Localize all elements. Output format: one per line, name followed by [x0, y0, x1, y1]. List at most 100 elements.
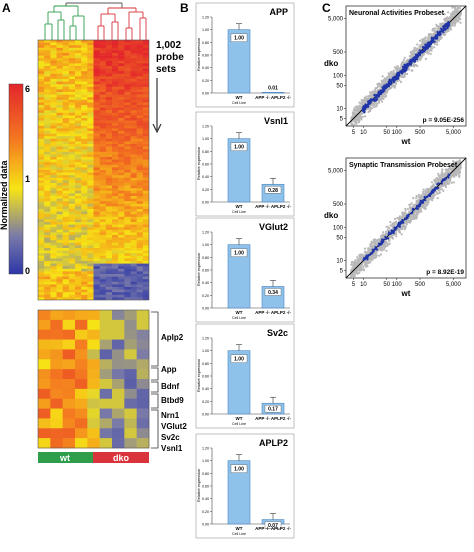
heatmap-cell — [142, 287, 149, 290]
heatmap-cell — [68, 294, 76, 298]
heatmap-cell — [62, 245, 70, 249]
heatmap-cell — [112, 58, 119, 62]
heatmap-cell — [142, 138, 149, 142]
bar-chart-title: Sv2c — [267, 328, 288, 338]
heatmap-cell — [75, 271, 82, 275]
heatmap-cell — [99, 63, 107, 67]
heatmap-cell — [124, 222, 131, 225]
heatmap-cell — [50, 149, 57, 153]
heatmap-cell — [99, 131, 107, 134]
heatmap-cell — [105, 63, 113, 67]
heatmap-cell — [112, 379, 125, 390]
y-tick-label: 0.60 — [202, 163, 209, 167]
y-tick-label: 0.40 — [202, 281, 209, 285]
scatter-point — [362, 99, 365, 102]
heatmap-cell — [93, 115, 100, 119]
heatmap-cell — [50, 211, 57, 215]
heatmap-cell — [99, 183, 107, 186]
heatmap-cell — [50, 84, 57, 88]
heatmap-cell — [118, 274, 125, 277]
heatmap-cell — [75, 258, 82, 262]
heatmap-cell — [105, 248, 113, 251]
heatmap-cell — [130, 279, 137, 283]
heatmap-cell — [93, 167, 100, 171]
heatmap-cell — [130, 63, 137, 67]
heatmap-cell — [87, 289, 94, 293]
heatmap-cell — [142, 276, 149, 280]
heatmap-cell — [87, 76, 94, 80]
heatmap-cell — [87, 287, 94, 290]
heatmap-cell — [62, 97, 70, 101]
heatmap-cell — [68, 177, 76, 181]
heatmap-cell — [93, 94, 100, 98]
heatmap-cell — [62, 102, 70, 106]
heatmap-cell — [44, 146, 51, 150]
heatmap-cell — [105, 219, 113, 223]
heatmap-cell — [50, 294, 57, 298]
heatmap-cell — [142, 222, 149, 225]
heatmap-cell — [75, 105, 82, 108]
scatter-highlight-point — [421, 46, 425, 49]
heatmap-cell — [38, 81, 45, 85]
colorbar — [8, 83, 24, 275]
heatmap-cell — [136, 206, 144, 210]
gene-bracket — [151, 311, 159, 367]
heatmap-cell — [38, 123, 45, 127]
heatmap-cell — [99, 248, 107, 251]
heatmap-cell — [38, 99, 45, 103]
heatmap-cell — [142, 177, 149, 181]
heatmap-cell — [112, 149, 119, 153]
heatmap-cell — [124, 73, 131, 77]
heatmap-cell — [44, 258, 51, 262]
heatmap-cell — [38, 47, 45, 51]
scatter-point — [361, 115, 364, 118]
heatmap-cell — [112, 193, 119, 197]
heatmap-cell — [62, 94, 70, 98]
heatmap-cell — [124, 229, 131, 233]
heatmap-cell — [93, 268, 100, 272]
heatmap-cell — [50, 63, 57, 67]
heatmap-cell — [68, 151, 76, 155]
heatmap-cell — [87, 242, 94, 246]
heatmap-cell — [105, 105, 113, 108]
heatmap-cell — [44, 170, 51, 173]
heatmap-cell — [112, 339, 125, 350]
heatmap-cell — [93, 157, 100, 160]
heatmap-cell — [124, 266, 131, 270]
heatmap-cell — [105, 242, 113, 246]
scatter-point — [358, 101, 361, 104]
heatmap-cell — [87, 281, 94, 285]
heatmap-cell — [136, 438, 150, 449]
heatmap-cell — [75, 310, 88, 321]
heatmap-cell — [93, 136, 100, 140]
heatmap-cell — [50, 138, 57, 142]
heatmap-cell — [118, 198, 125, 202]
y-axis-label: Relative expression — [197, 253, 201, 286]
heatmap-cell — [75, 138, 82, 142]
heatmap-cell — [44, 245, 51, 249]
scatter-point — [447, 30, 450, 33]
heatmap-cell — [87, 180, 94, 184]
heatmap-cell — [44, 138, 51, 142]
scatter-point — [369, 109, 372, 113]
heatmap-cell — [38, 97, 45, 101]
heatmap-cell — [118, 248, 125, 251]
data-label: 1.00 — [234, 251, 244, 257]
scatter-highlight-point — [413, 60, 416, 63]
scatter-point — [420, 38, 423, 41]
heatmap-cell — [118, 76, 125, 80]
heatmap-cell — [81, 287, 88, 290]
heatmap-cell — [56, 261, 63, 264]
heatmap-cell — [105, 94, 113, 98]
heatmap-cell — [50, 232, 57, 236]
heatmap-cell — [124, 268, 131, 272]
heatmap-cell — [56, 120, 63, 124]
heatmap-cell — [130, 89, 137, 93]
heatmap-cell — [124, 164, 131, 168]
scatter-point — [400, 233, 403, 236]
heatmap-cell — [130, 157, 137, 160]
scatter-point — [458, 6, 461, 9]
heatmap-cell — [118, 237, 125, 241]
heatmap-cell — [75, 120, 82, 124]
heatmap-cell — [112, 214, 119, 218]
